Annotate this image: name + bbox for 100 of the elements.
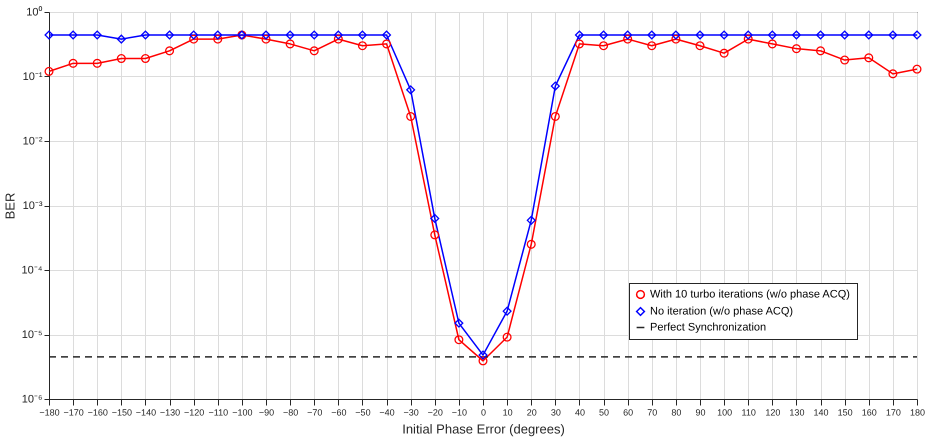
x-tick-label: 180	[910, 408, 926, 418]
point	[792, 30, 801, 40]
point	[864, 30, 874, 40]
point	[189, 34, 198, 44]
point	[599, 30, 608, 40]
point	[116, 34, 126, 44]
point	[261, 30, 271, 40]
x-tick-label: −30	[404, 408, 419, 418]
legend-label: With 10 turbo iterations (w/o phase ACQ)	[650, 288, 850, 300]
point	[478, 350, 488, 360]
point	[550, 82, 560, 91]
x-tick-label: 160	[862, 408, 877, 418]
point	[502, 306, 512, 316]
point	[720, 30, 729, 40]
point	[358, 30, 367, 40]
point	[912, 30, 922, 40]
y-tick-label: 10⁻⁶	[22, 394, 42, 406]
point	[44, 30, 54, 40]
point	[768, 30, 777, 40]
x-tick-label: 70	[647, 408, 658, 418]
point	[840, 30, 850, 40]
x-tick-label: −70	[307, 408, 322, 418]
point	[526, 216, 536, 225]
x-tick-label: −120	[184, 408, 204, 418]
point	[44, 66, 54, 76]
y-tick-label: 10⁻⁴	[22, 264, 43, 276]
point	[430, 214, 440, 223]
point	[671, 30, 680, 40]
point	[574, 30, 584, 40]
point	[816, 30, 826, 40]
x-tick-label: −100	[232, 408, 253, 418]
point	[406, 85, 416, 94]
point	[478, 356, 488, 366]
point	[574, 39, 584, 48]
point	[140, 30, 150, 40]
point	[744, 34, 753, 44]
x-axis-title: Initial Phase Error (degrees)	[402, 422, 565, 436]
point	[189, 30, 198, 40]
y-tick-label: 10⁻²	[22, 136, 43, 148]
x-tick-label: 60	[623, 408, 634, 418]
x-tick-label: 30	[550, 408, 561, 418]
point	[165, 46, 174, 56]
point	[286, 30, 295, 40]
point	[454, 335, 464, 344]
legend-label: No iteration (w/o phase ACQ)	[650, 306, 794, 318]
point	[888, 69, 898, 78]
point	[334, 30, 343, 40]
point	[912, 64, 922, 74]
y-tick-label: 10⁻¹	[22, 71, 43, 83]
point	[623, 34, 632, 44]
point	[68, 30, 78, 40]
point	[358, 41, 367, 50]
x-tick-label: −160	[88, 408, 108, 418]
x-tick-label: −170	[63, 408, 84, 418]
point	[92, 30, 102, 40]
point	[599, 41, 608, 50]
y-tick-label: 10⁻⁵	[22, 329, 42, 341]
x-tick-label: 130	[789, 408, 804, 418]
x-tick-label: −40	[379, 408, 395, 418]
point	[888, 30, 898, 40]
x-tick-label: −80	[282, 408, 298, 418]
x-tick-label: −50	[355, 408, 371, 418]
point	[864, 53, 874, 62]
point	[671, 34, 680, 44]
x-tick-label: 80	[671, 408, 682, 418]
legend-label: Perfect Synchronization	[650, 322, 766, 334]
x-tick-label: 100	[717, 408, 732, 418]
point	[165, 30, 174, 40]
point	[116, 54, 126, 64]
point	[840, 56, 850, 65]
x-tick-label: 120	[765, 408, 780, 418]
point	[261, 34, 271, 44]
x-tick-label: −60	[331, 408, 346, 418]
x-tick-label: −140	[136, 408, 156, 418]
point	[382, 30, 392, 40]
x-tick-label: −110	[208, 408, 228, 418]
point	[334, 34, 343, 44]
point	[695, 41, 705, 50]
point	[68, 58, 78, 68]
x-tick-label: 90	[695, 408, 706, 418]
point	[382, 39, 392, 48]
y-tick-label: 10⁻³	[22, 200, 43, 212]
x-tick-label: 20	[526, 408, 537, 418]
y-tick-label: 10⁰	[26, 6, 42, 18]
point	[310, 30, 319, 40]
x-tick-label: −10	[452, 408, 468, 418]
point	[792, 44, 801, 54]
point	[140, 54, 150, 64]
point	[623, 30, 632, 40]
x-tick-label: 40	[574, 408, 585, 418]
x-tick-label: 0	[480, 408, 486, 418]
point	[647, 30, 656, 40]
point	[454, 318, 464, 328]
x-tick-label: 150	[838, 408, 853, 418]
point	[502, 332, 512, 342]
x-tick-label: −150	[112, 408, 132, 418]
point	[213, 34, 222, 44]
x-tick-label: 110	[742, 408, 756, 418]
point	[286, 39, 295, 48]
point	[768, 39, 777, 48]
